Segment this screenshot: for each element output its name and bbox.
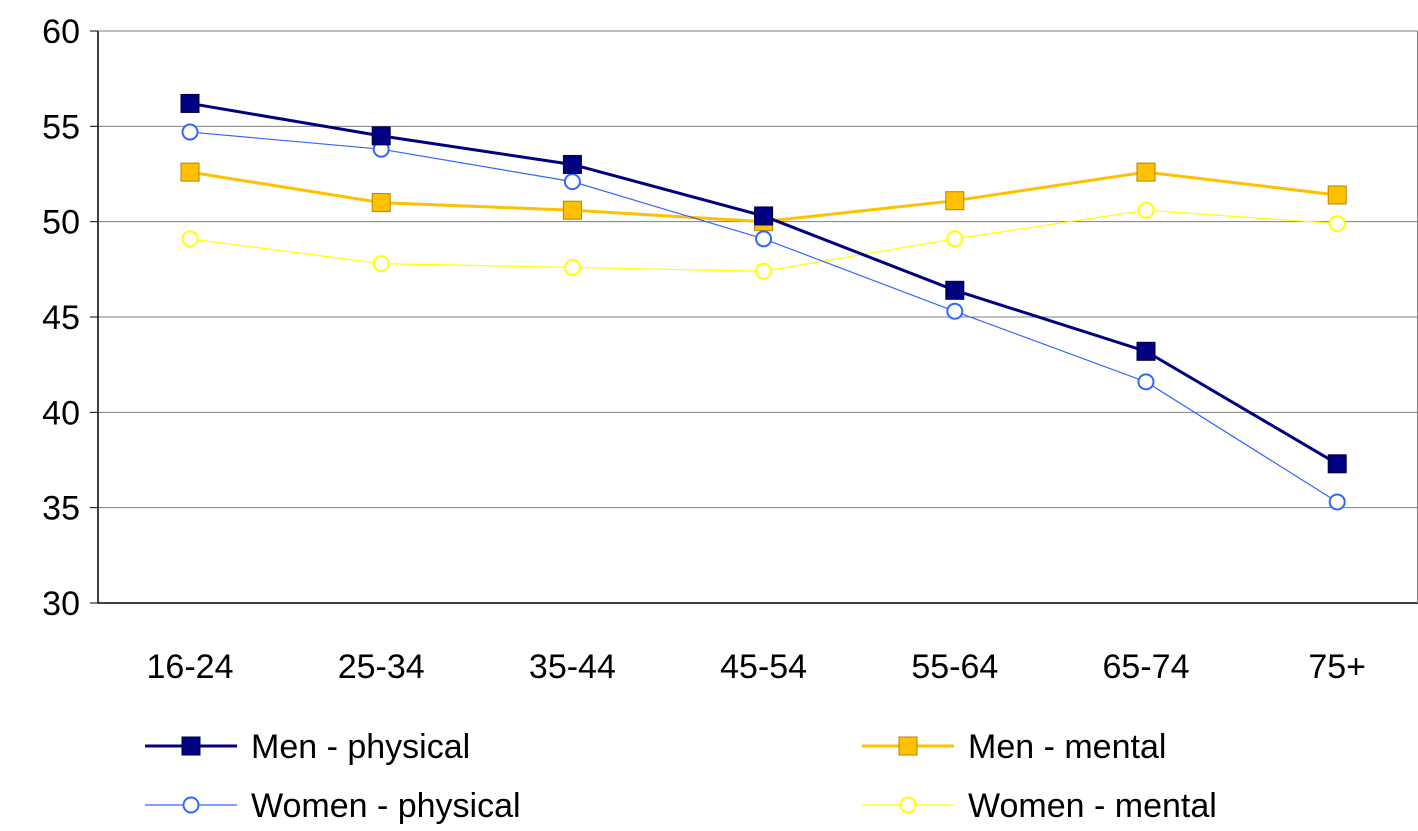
y-tick-label: 30 xyxy=(42,585,80,623)
x-tick-label: 25-34 xyxy=(338,648,425,686)
legend-item-women-mental: Women - mental xyxy=(862,787,1217,825)
legend-item-men-physical: Men - physical xyxy=(145,728,470,766)
series-women-mental xyxy=(181,201,1346,280)
data-point xyxy=(755,230,773,248)
data-point xyxy=(946,230,964,248)
y-tick-label: 45 xyxy=(42,299,80,337)
legend-marker xyxy=(181,736,201,756)
y-tick-label: 50 xyxy=(42,204,80,242)
data-point xyxy=(180,93,200,113)
data-point xyxy=(946,302,964,320)
data-point xyxy=(755,262,773,280)
series-group xyxy=(180,93,1347,511)
legend-item-men-mental: Men - mental xyxy=(862,728,1166,766)
data-point xyxy=(945,280,965,300)
y-tick-label: 55 xyxy=(42,108,80,146)
data-point xyxy=(371,193,391,213)
data-point xyxy=(1328,215,1346,233)
data-point xyxy=(181,123,199,141)
series-women-physical xyxy=(181,123,1346,511)
data-point xyxy=(562,200,582,220)
y-tick-label: 60 xyxy=(42,13,80,51)
y-axis-ticks: 30 35 40 45 50 55 60 xyxy=(42,13,98,623)
x-axis-ticks: 16-24 25-34 35-44 45-54 55-64 65-74 75+ xyxy=(147,648,1367,686)
legend-item-women-physical: Women - physical xyxy=(145,787,521,825)
x-tick-label: 45-54 xyxy=(720,648,807,686)
x-tick-label: 55-64 xyxy=(911,648,998,686)
legend-label: Men - mental xyxy=(968,728,1166,766)
data-point xyxy=(372,255,390,273)
data-point xyxy=(1136,341,1156,361)
x-tick-label: 35-44 xyxy=(529,648,616,686)
data-point xyxy=(754,206,774,226)
series-men-physical xyxy=(180,93,1347,474)
data-point xyxy=(1137,201,1155,219)
data-point xyxy=(180,162,200,182)
y-tick-label: 35 xyxy=(42,490,80,528)
data-point xyxy=(563,258,581,276)
x-tick-label: 65-74 xyxy=(1103,648,1190,686)
data-point xyxy=(1327,185,1347,205)
legend-label: Men - physical xyxy=(251,728,470,766)
x-tick-label: 75+ xyxy=(1308,648,1366,686)
legend-marker xyxy=(182,796,200,814)
series-line xyxy=(189,101,1338,466)
data-point xyxy=(1328,493,1346,511)
data-point xyxy=(181,230,199,248)
data-point xyxy=(562,154,582,174)
data-point xyxy=(371,126,391,146)
data-point xyxy=(1137,373,1155,391)
legend-label: Women - physical xyxy=(251,787,521,825)
legend-marker xyxy=(899,796,917,814)
legend: Men - physical Men - mental Women - physic… xyxy=(145,728,1217,825)
legend-marker xyxy=(898,736,918,756)
data-point xyxy=(945,191,965,211)
legend-label: Women - mental xyxy=(968,787,1217,825)
data-point xyxy=(1136,162,1156,182)
y-tick-label: 40 xyxy=(42,394,80,432)
data-point xyxy=(1327,454,1347,474)
data-point xyxy=(563,173,581,191)
x-tick-label: 16-24 xyxy=(147,648,234,686)
